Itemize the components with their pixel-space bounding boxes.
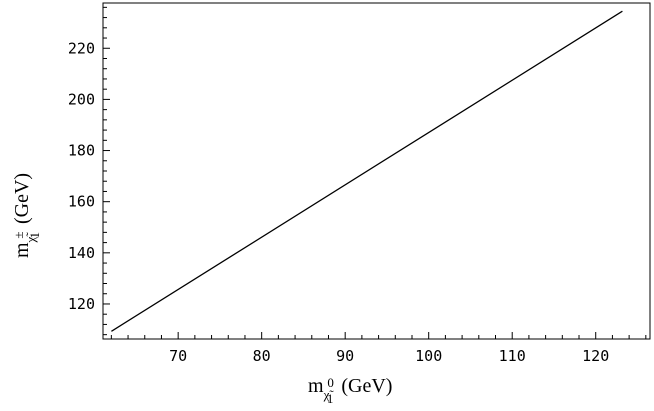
- y-axis-ticks: 120 140 160 180 200 220: [68, 6, 110, 336]
- y-tick-label: 160: [68, 193, 95, 211]
- series-layer: [111, 10, 623, 332]
- x-tick-label: 120: [582, 347, 609, 365]
- x-tick-label: 70: [169, 347, 187, 365]
- x-axis-label: mχ̃0 1(GeV): [308, 375, 392, 406]
- y-axis-label: mχ̃±1(GeV): [11, 173, 42, 258]
- x-tick-label: 100: [415, 347, 442, 365]
- x-axis-ticks: 70 80 90 100 110 120: [110, 332, 647, 365]
- y-tick-label: 200: [68, 90, 95, 108]
- y-tick-label: 220: [68, 39, 95, 57]
- series-line: [111, 10, 623, 332]
- x-tick-label: 80: [253, 347, 271, 365]
- y-tick-label: 120: [68, 295, 95, 313]
- y-tick-label: 140: [68, 244, 95, 262]
- x-tick-label: 90: [336, 347, 354, 365]
- y-tick-label: 180: [68, 142, 95, 160]
- x-tick-label: 110: [499, 347, 526, 365]
- plot-frame: [102, 2, 651, 340]
